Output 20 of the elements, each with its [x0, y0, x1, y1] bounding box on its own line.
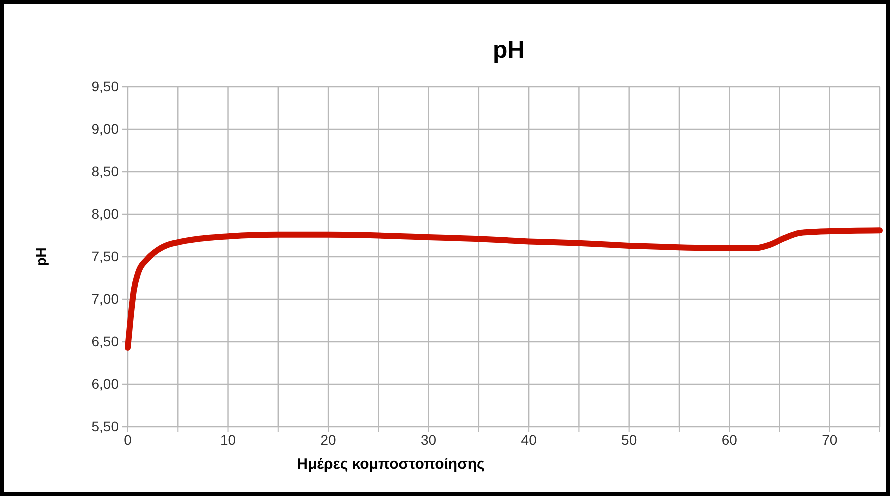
y-tick-label: 5,50	[92, 418, 120, 434]
y-tick-label: 8,00	[92, 206, 120, 222]
x-tick-label: 50	[622, 432, 638, 448]
y-tick-label: 8,50	[92, 163, 120, 180]
x-tick-label: 20	[320, 432, 337, 448]
x-tick-label: 40	[521, 432, 538, 448]
x-tick-label: 30	[421, 432, 437, 448]
x-tick-label: 70	[822, 432, 838, 448]
y-tick-label: 7,50	[92, 248, 120, 264]
x-axis-title: Ημέρες κομποστοποίησης	[297, 456, 486, 473]
chart-title: pH	[493, 37, 525, 64]
y-tick-label: 9,00	[92, 120, 120, 137]
y-tick-label: 9,50	[92, 78, 120, 94]
x-tick-label: 0	[124, 432, 132, 448]
y-tick-label: 6,00	[92, 376, 120, 392]
y-tick-label: 7,00	[92, 290, 120, 307]
y-axis-title: pH	[33, 248, 49, 266]
x-tick-label: 10	[220, 432, 236, 448]
x-tick-label: 60	[722, 432, 738, 448]
y-tick-label: 6,50	[92, 333, 120, 350]
